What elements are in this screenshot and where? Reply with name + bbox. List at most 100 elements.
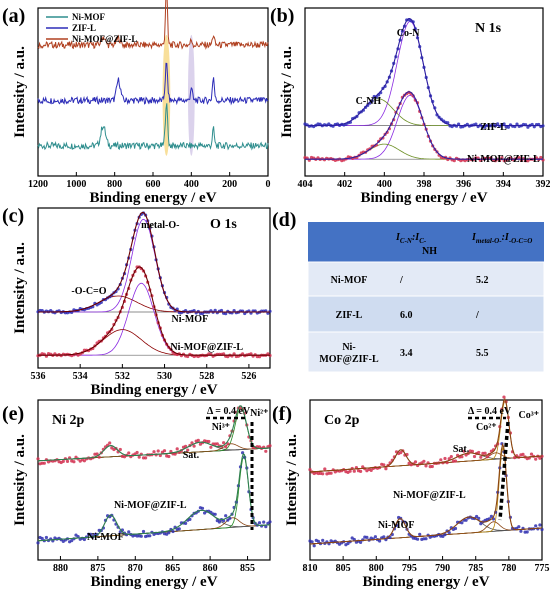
e-point-1-62 xyxy=(167,531,171,535)
e-point-0-39 xyxy=(118,447,122,452)
f-point-1-80 xyxy=(477,516,481,521)
f-point-1-63 xyxy=(441,534,445,539)
f-xtick-label-7: 775 xyxy=(535,563,550,574)
c-title: O 1s xyxy=(210,217,237,232)
e-panel-label: (e) xyxy=(2,403,24,425)
d-row-label-2-1: MOF@ZIF-L xyxy=(319,354,379,365)
b-component-0-0 xyxy=(305,21,543,126)
f-xtick-label-0: 810 xyxy=(303,563,318,574)
e-point-0-71 xyxy=(186,448,190,452)
e-point-0-73 xyxy=(190,441,194,445)
c-annotation-1: -O-C=O xyxy=(71,286,106,297)
f-point-1-35 xyxy=(382,535,386,539)
f-point-1-55 xyxy=(424,537,428,541)
c-point-1-71 xyxy=(186,354,190,359)
b-xlabel: Binding energy / eV xyxy=(360,190,487,206)
a-xtick-label-6: 0 xyxy=(266,179,271,190)
a-series-1 xyxy=(37,62,269,106)
f-panel-label: (f) xyxy=(272,403,292,425)
b-envelope-1 xyxy=(305,91,543,160)
e-point-0-81 xyxy=(207,439,211,444)
a-panel-label: (a) xyxy=(2,5,25,27)
c-point-1-93 xyxy=(232,352,236,356)
f-annotation-5: Ni-MOF xyxy=(378,520,415,531)
f-point-0-36 xyxy=(384,467,388,471)
f-point-0-43 xyxy=(399,451,403,455)
b-point-0-87 xyxy=(491,122,495,126)
c-annotation-2: Ni-MOF xyxy=(172,314,209,325)
d-row-label-1-0: ZIF-L xyxy=(336,310,363,321)
e-point-1-67 xyxy=(177,527,181,531)
e-annotation-2: Ni³⁺ xyxy=(212,422,230,433)
f-point-1-6 xyxy=(321,538,325,543)
e-point-1-2 xyxy=(40,536,44,541)
f-point-1-24 xyxy=(359,540,363,545)
e-point-0-58 xyxy=(158,453,162,458)
e-point-1-19 xyxy=(76,535,80,539)
e-annotation-0: Δ = 0.4 eV xyxy=(207,406,251,417)
f-point-1-66 xyxy=(447,531,451,535)
e-point-0-17 xyxy=(72,460,76,464)
f-point-0-62 xyxy=(439,458,443,462)
e-annotation-5: Ni-MOF xyxy=(87,532,124,543)
d-row-bg-0 xyxy=(307,261,545,297)
f-point-0-21 xyxy=(352,469,356,473)
f-point-0-35 xyxy=(382,463,386,467)
a-legend-label-1: ZIF-L xyxy=(72,23,96,33)
f-point-0-64 xyxy=(443,456,447,461)
e-xtick-label-1: 875 xyxy=(90,563,105,574)
f-point-0-10 xyxy=(329,471,333,475)
d-panel-label: (d) xyxy=(272,209,296,231)
c-xtick-label-3: 530 xyxy=(157,371,172,382)
e-frame xyxy=(37,399,271,561)
a-xtick-label-0: 1200 xyxy=(28,179,48,190)
panel-f: 810 805 800 795 790 785 780 775 Binding energy /… xyxy=(284,395,550,590)
a-series-0 xyxy=(37,103,269,151)
e-point-1-86 xyxy=(217,520,221,524)
e-point-0-76 xyxy=(196,438,200,442)
e-point-0-29 xyxy=(97,455,101,459)
c-frame xyxy=(37,207,271,369)
f-point-1-86 xyxy=(489,514,493,519)
panel-b: 404 402 400 398 396 394 392 Binding energy / eV… xyxy=(279,7,550,206)
f-point-0-78 xyxy=(472,454,477,459)
f-point-1-74 xyxy=(464,518,468,522)
f-point-1-79 xyxy=(475,514,479,519)
b-point-1-69 xyxy=(452,159,456,163)
f-point-0-0 xyxy=(308,468,312,472)
e-xlabel: Binding energy / eV xyxy=(90,574,217,590)
e-point-1-78 xyxy=(200,506,205,510)
f-xtick-label-2: 800 xyxy=(369,563,384,574)
f-point-1-99 xyxy=(517,525,521,529)
f-point-0-50 xyxy=(413,460,418,464)
e-point-1-50 xyxy=(141,529,146,534)
f-annotation-3: Sat. xyxy=(453,444,470,455)
f-point-1-31 xyxy=(373,535,377,539)
f-point-0-92 xyxy=(502,395,506,399)
e-point-1-70 xyxy=(184,521,188,526)
c-point-0-74 xyxy=(192,309,196,313)
f-point-1-52 xyxy=(418,532,422,537)
a-xtick-label-1: 1000 xyxy=(66,179,86,190)
e-component-1-0 xyxy=(37,514,271,542)
a-xtick-label-4: 400 xyxy=(184,179,199,190)
f-point-1-64 xyxy=(443,533,447,537)
panel-d-table: IC-N:IC-NH Imetal-O-:I-O-C=O Ni-MOF / 5.2 ZIF… xyxy=(307,222,545,373)
e-point-1-84 xyxy=(213,512,217,516)
f-point-0-107 xyxy=(534,457,538,461)
e-point-0-34 xyxy=(108,441,112,445)
f-point-0-97 xyxy=(513,456,517,460)
c-xlabel: Binding energy / eV xyxy=(90,382,217,398)
d-cell-2-1: 5.5 xyxy=(476,348,489,359)
f-point-1-109 xyxy=(538,523,542,527)
c-point-0-89 xyxy=(224,312,228,316)
c-annotation-3: Ni-MOF@ZIF-L xyxy=(170,342,243,353)
f-point-0-29 xyxy=(369,468,373,472)
f-point-0-72 xyxy=(460,455,464,459)
e-point-1-110 xyxy=(268,520,272,524)
f-point-1-4 xyxy=(316,539,320,544)
f-title: Co 2p xyxy=(324,413,360,428)
b-point-1-107 xyxy=(534,156,539,160)
b-point-0-98 xyxy=(515,122,519,126)
f-point-0-105 xyxy=(529,452,534,456)
